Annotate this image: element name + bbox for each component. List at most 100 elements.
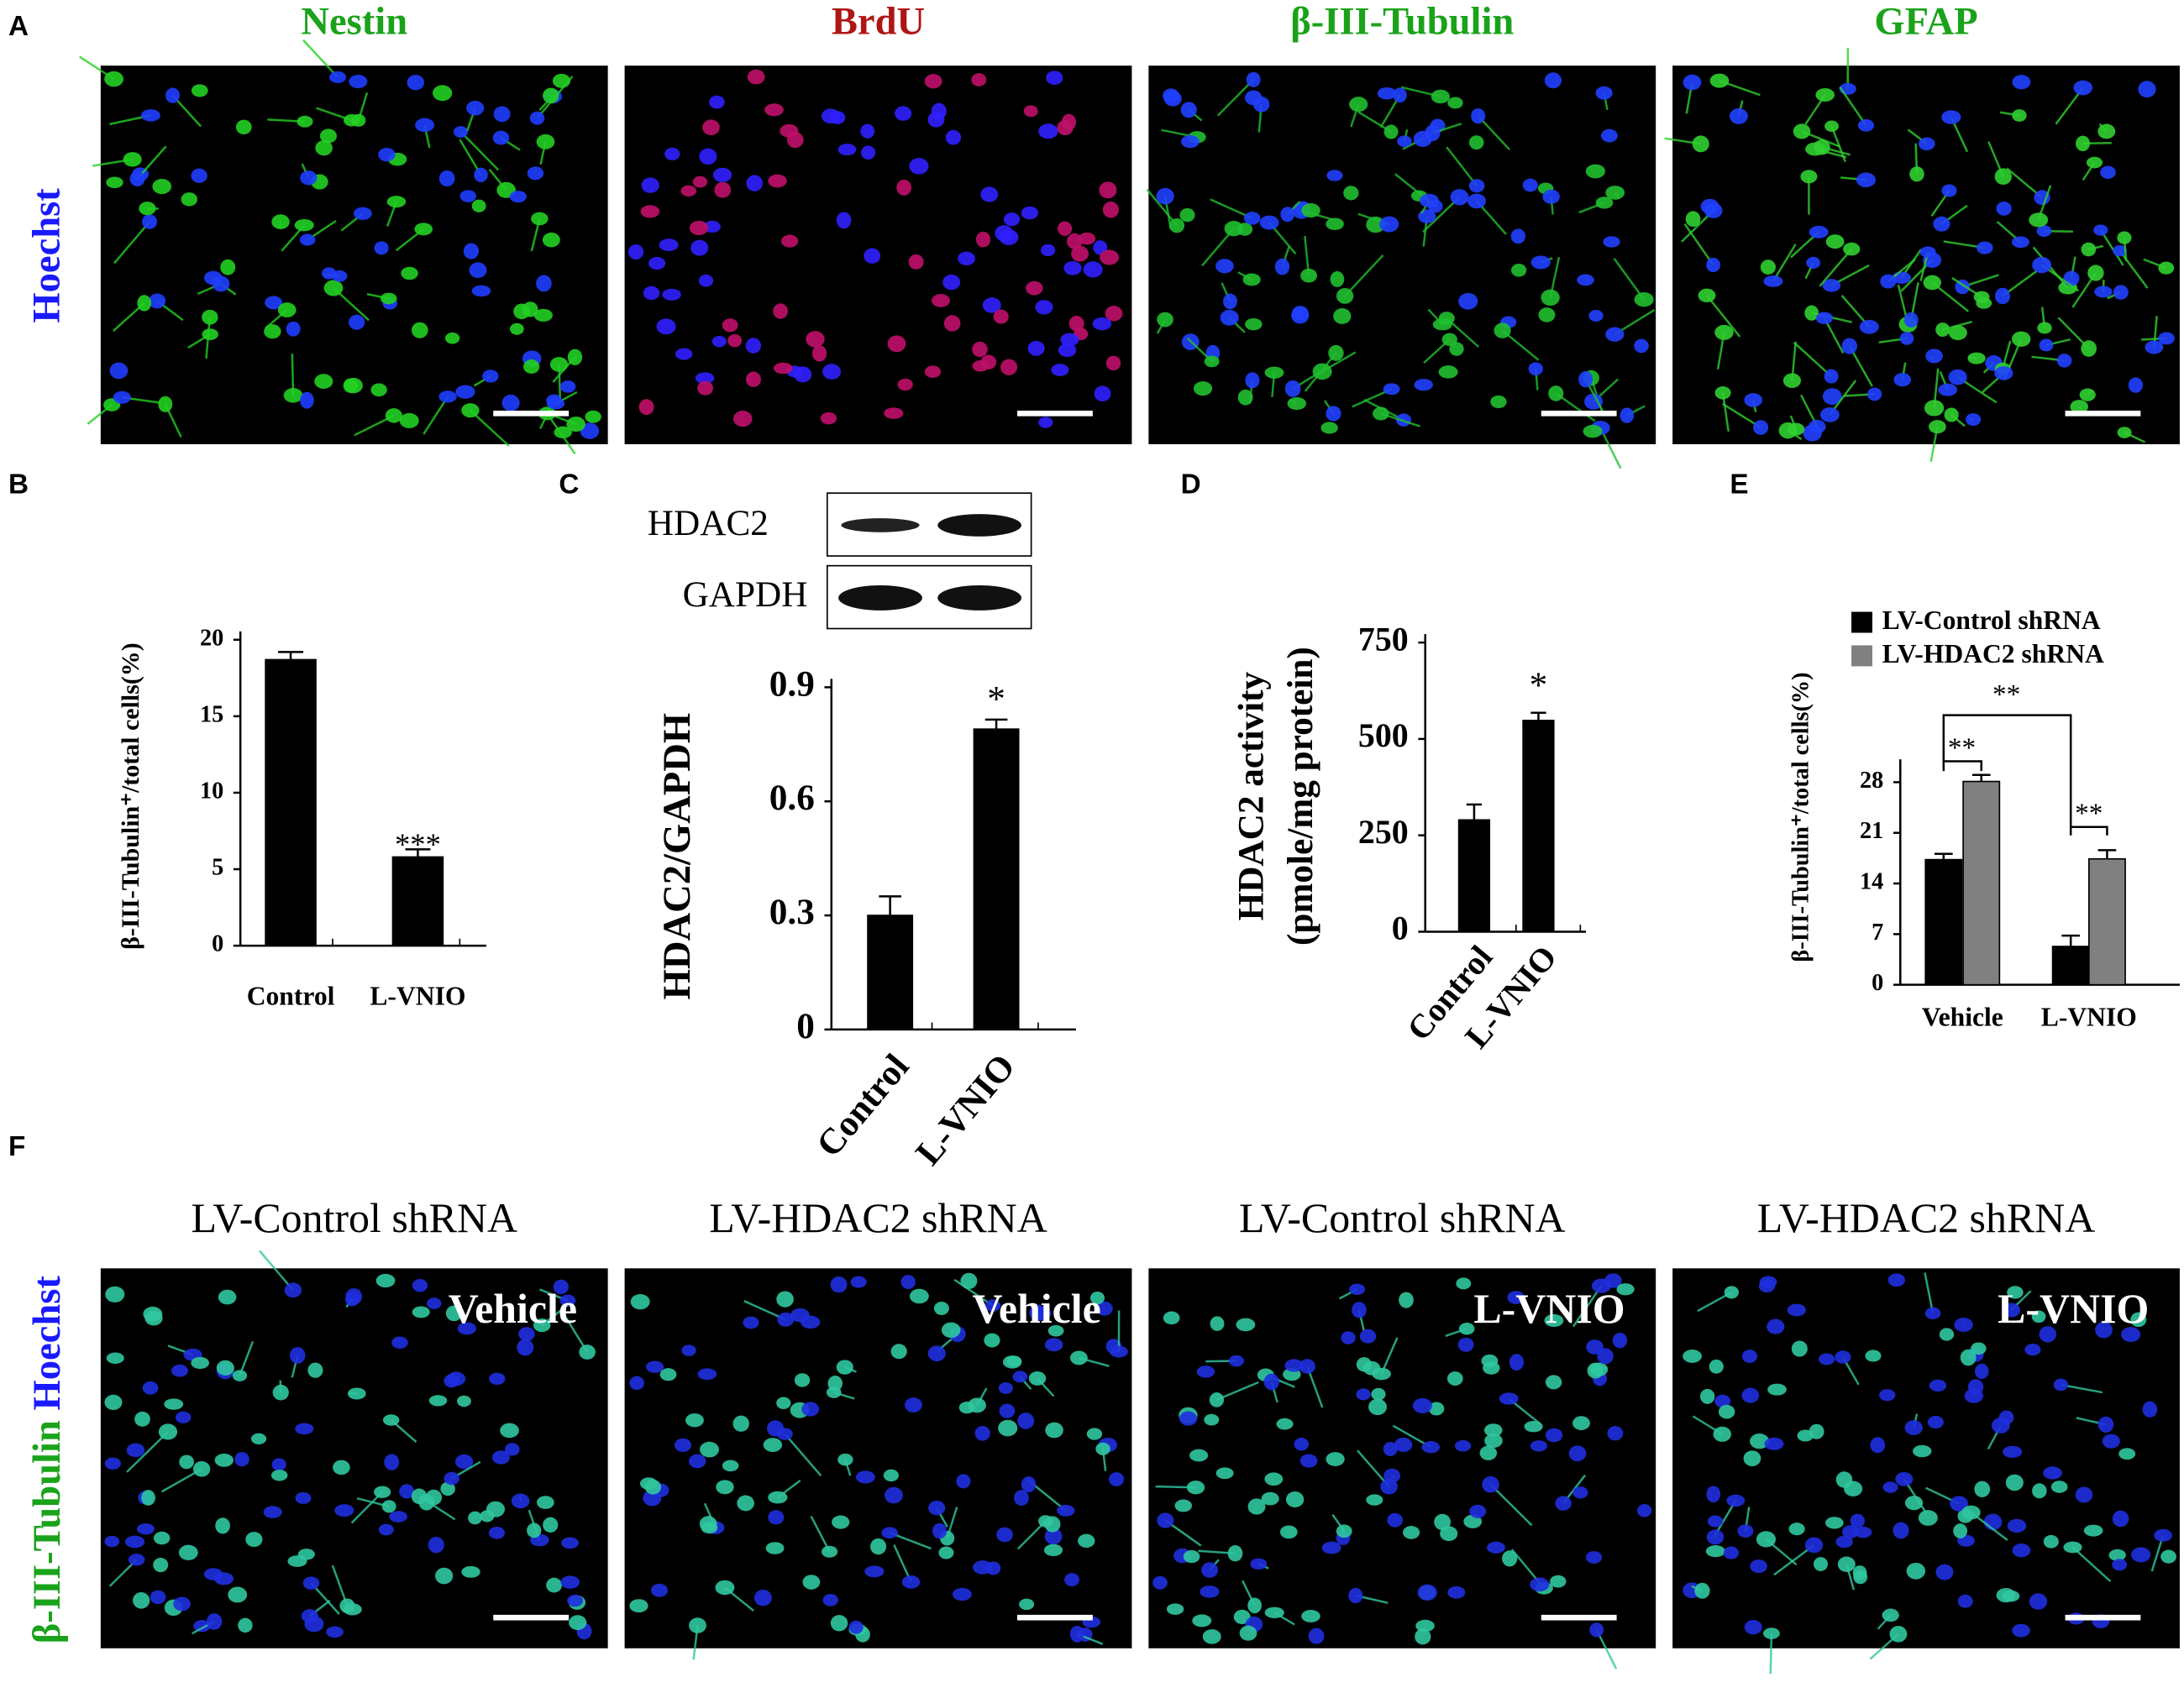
nucleus <box>1259 215 1279 230</box>
nucleus <box>1698 288 1716 303</box>
nucleus <box>836 1360 853 1375</box>
nucleus <box>698 274 714 287</box>
nucleus <box>1454 1439 1472 1452</box>
nucleus <box>1058 343 1077 358</box>
nucleus <box>958 251 975 265</box>
neurite <box>1924 1272 1935 1314</box>
nucleus <box>1825 234 1845 249</box>
nucleus <box>651 1583 669 1597</box>
nucleus <box>1264 1472 1284 1486</box>
nucleus <box>245 1532 263 1548</box>
nucleus <box>2108 1549 2126 1561</box>
nucleus <box>105 1286 125 1303</box>
nucleus <box>2043 1534 2059 1549</box>
nucleus <box>1600 128 1618 143</box>
nucleus <box>765 1542 785 1554</box>
nucleus <box>714 181 732 198</box>
nucleus <box>1530 1440 1547 1452</box>
nucleus <box>745 338 762 354</box>
nucleus <box>141 214 158 229</box>
error-bar <box>2061 934 2080 947</box>
nucleus <box>1808 419 1826 434</box>
nucleus <box>864 248 881 264</box>
nucleus <box>1467 193 1486 209</box>
nucleus <box>321 267 337 280</box>
nucleus <box>1223 293 1237 310</box>
nucleus <box>1837 1556 1856 1572</box>
nucleus <box>412 1306 430 1318</box>
nucleus <box>2007 1286 2024 1299</box>
row-label: Hoechst <box>26 188 69 323</box>
nucleus <box>1948 369 1967 385</box>
nucleus <box>463 243 480 259</box>
nucleus <box>1723 1546 1740 1559</box>
nucleus <box>375 1273 396 1288</box>
nucleus <box>1071 245 1089 262</box>
significance: *** <box>395 827 441 862</box>
nucleus <box>295 1491 312 1504</box>
nucleus <box>1971 1342 1987 1355</box>
nucleus <box>488 1526 506 1539</box>
nucleus <box>1239 1625 1257 1641</box>
x-tick-label: L-VNIO <box>370 982 465 1011</box>
nucleus <box>440 1481 455 1496</box>
nucleus <box>908 254 924 270</box>
nucleus <box>1287 396 1306 411</box>
neurite <box>259 1250 294 1292</box>
nucleus <box>1201 1562 1219 1578</box>
bar <box>867 915 914 1030</box>
nucleus <box>218 1289 237 1305</box>
nucleus <box>2097 123 2116 139</box>
nucleus <box>1961 1505 1981 1520</box>
nucleus <box>685 1413 704 1428</box>
nucleus <box>1822 388 1842 405</box>
nucleus <box>1578 370 1593 388</box>
nucleus <box>674 1438 692 1452</box>
nucleus <box>982 297 1001 313</box>
neurite <box>459 131 500 171</box>
nucleus <box>149 293 166 309</box>
nucleus <box>1047 1324 1064 1337</box>
nucleus <box>134 1411 150 1427</box>
nucleus <box>1741 1387 1760 1403</box>
nucleus <box>1620 407 1635 423</box>
nucleus <box>1163 88 1179 103</box>
column-title: β-III-Tubulin <box>1290 1 1514 44</box>
nucleus <box>1333 308 1352 324</box>
nucleus <box>509 322 524 335</box>
nucleus <box>1210 1316 1225 1331</box>
nucleus <box>2081 242 2097 257</box>
nucleus <box>334 1504 354 1517</box>
nucleus <box>531 212 549 226</box>
nucleus <box>1809 1423 1824 1439</box>
nucleus <box>518 1327 535 1341</box>
nucleus <box>2070 400 2088 414</box>
nucleus <box>444 1471 459 1486</box>
nucleus <box>1326 1452 1345 1466</box>
nucleus <box>1800 170 1818 184</box>
nucleus <box>1788 422 1805 436</box>
nucleus <box>1166 1603 1184 1615</box>
nucleus <box>1692 135 1709 153</box>
nucleus <box>2117 231 2132 244</box>
nucleus <box>1870 1437 1886 1454</box>
neurite <box>1769 1633 1773 1675</box>
nucleus <box>1929 420 1946 434</box>
neurite <box>1555 392 1596 422</box>
nucleus <box>271 214 290 229</box>
nucleus <box>1397 135 1412 148</box>
nucleus <box>1280 207 1295 223</box>
nucleus <box>2160 1549 2176 1564</box>
nucleus <box>1105 355 1121 371</box>
nucleus <box>1387 1512 1403 1528</box>
neurite <box>1830 125 1846 163</box>
legend-swatch <box>1851 645 1872 667</box>
nucleus <box>2081 340 2097 357</box>
nucleus <box>459 190 477 202</box>
nucleus <box>1200 1586 1220 1598</box>
nucleus <box>998 1381 1013 1394</box>
nucleus <box>794 1373 811 1387</box>
nucleus <box>980 354 997 370</box>
nucleus <box>1035 300 1053 315</box>
nucleus <box>1904 1496 1924 1511</box>
